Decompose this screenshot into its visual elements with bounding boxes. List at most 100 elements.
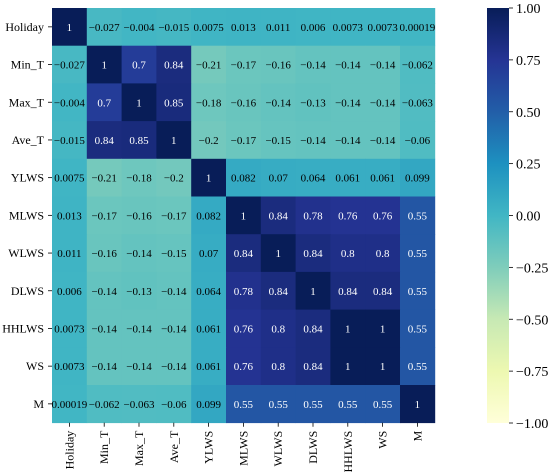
cell-value-label: 1 (310, 286, 316, 298)
heatmap-cell (400, 8, 436, 47)
colorbar-tick-label: 0.25 (516, 158, 541, 173)
heatmap-cell (86, 8, 122, 47)
heatmap-cell (295, 8, 331, 47)
cell-value-label: 0.76 (234, 323, 254, 335)
cell-value-label: 0.8 (271, 323, 285, 335)
heatmap-cell (400, 83, 436, 122)
heatmap-cell (156, 196, 192, 235)
heatmap-cell (121, 234, 157, 273)
heatmap-cell (52, 309, 88, 348)
cell-value-label: 0.84 (269, 210, 289, 222)
heatmap-cell (156, 234, 192, 273)
cell-value-label: 0.55 (408, 361, 428, 373)
heatmap-cell (295, 234, 331, 273)
heatmap-cell (295, 83, 331, 122)
y-tick-label: Ave_T (12, 133, 45, 147)
cell-value-label: 0.061 (196, 361, 221, 373)
heatmap-cell (86, 234, 122, 273)
cell-value-label: 1 (206, 173, 212, 185)
heatmap-cell (295, 271, 331, 310)
cell-value-label: 1 (241, 210, 247, 222)
cell-value-label: 0.84 (303, 361, 323, 373)
heatmap-cell (226, 347, 262, 386)
heatmap-cell (191, 196, 227, 235)
cell-value-label: 0.061 (370, 173, 395, 185)
heatmap-cell (156, 121, 192, 160)
heatmap-cell (365, 271, 401, 310)
cell-value-label: −0.06 (161, 399, 187, 411)
cell-value-label: 1 (171, 135, 177, 147)
x-tick-label: Min_T (97, 430, 111, 464)
heatmap-cell (121, 83, 157, 122)
cell-value-label: −0.015 (158, 22, 189, 34)
heatmap-cell (330, 234, 366, 273)
x-tick-label: WLWS (271, 431, 285, 467)
cell-value-label: −0.14 (161, 286, 187, 298)
heatmap-cell (86, 196, 122, 235)
cell-value-label: 0.84 (303, 323, 323, 335)
heatmap-cell (365, 45, 401, 84)
cell-value-label: 0.84 (164, 60, 184, 72)
cell-value-label: −0.2 (164, 173, 184, 185)
cell-value-label: −0.17 (91, 210, 117, 222)
heatmap-cell (52, 121, 88, 160)
heatmap-cell (330, 309, 366, 348)
heatmap-cell (260, 45, 296, 84)
cell-value-label: 0.0075 (193, 22, 224, 34)
cell-value-label: −0.14 (91, 361, 117, 373)
heatmap-cell (191, 271, 227, 310)
x-tick-label: YLWS (202, 431, 216, 464)
heatmap-cell (295, 196, 331, 235)
y-tick-label: WLWS (8, 246, 44, 260)
heatmap-cell (226, 158, 262, 197)
cell-value-label: −0.14 (126, 323, 152, 335)
heatmap-cell (295, 309, 331, 348)
cell-value-label: 0.07 (199, 248, 219, 260)
heatmap-cell (191, 347, 227, 386)
cell-value-label: −0.17 (231, 60, 257, 72)
cell-value-label: −0.18 (196, 97, 222, 109)
cell-value-label: 1 (275, 248, 281, 260)
cell-value-label: 0.84 (373, 286, 393, 298)
heatmap-cell (226, 8, 262, 47)
heatmap-cell (191, 385, 227, 424)
heatmap-cell (86, 347, 122, 386)
cell-value-label: 0.55 (408, 248, 428, 260)
cell-value-label: −0.14 (300, 135, 326, 147)
heatmap-cell (260, 347, 296, 386)
heatmap-cell (365, 385, 401, 424)
heatmap-cell (191, 158, 227, 197)
x-tick-label: M (410, 430, 424, 441)
heatmap-cell (52, 83, 88, 122)
heatmap-cell (260, 385, 296, 424)
cell-value-label: 0.011 (57, 248, 81, 260)
heatmap-cell (191, 309, 227, 348)
cell-value-label: 1 (380, 361, 386, 373)
cell-value-label: 0.55 (338, 399, 358, 411)
cell-value-label: −0.2 (199, 135, 219, 147)
heatmap-cell (400, 309, 436, 348)
cell-value-label: 0.00019 (52, 399, 88, 411)
cell-value-label: −0.14 (335, 60, 361, 72)
cell-value-label: 0.082 (231, 173, 256, 185)
cell-value-label: 0.55 (373, 399, 393, 411)
heatmap-cell (330, 385, 366, 424)
cell-value-label: −0.14 (91, 286, 117, 298)
colorbar-tick-label: 1.00 (516, 2, 541, 17)
heatmap-cell (400, 196, 436, 235)
cell-value-label: 0.099 (196, 399, 221, 411)
colorbar-tick-label: 0.50 (516, 106, 541, 121)
cell-value-label: 0.013 (231, 22, 256, 34)
x-tick-label: DLWS (306, 431, 320, 464)
heatmap-cell (156, 309, 192, 348)
heatmap-cell (260, 83, 296, 122)
cell-value-label: 0.84 (234, 248, 254, 260)
heatmap-cell (86, 121, 122, 160)
heatmap-cell (52, 8, 88, 47)
heatmap-cell (156, 83, 192, 122)
heatmap-cell (400, 158, 436, 197)
heatmap-cell (156, 271, 192, 310)
heatmap-cell (400, 45, 436, 84)
y-tick-label: MLWS (9, 208, 44, 222)
heatmap-cell (121, 385, 157, 424)
